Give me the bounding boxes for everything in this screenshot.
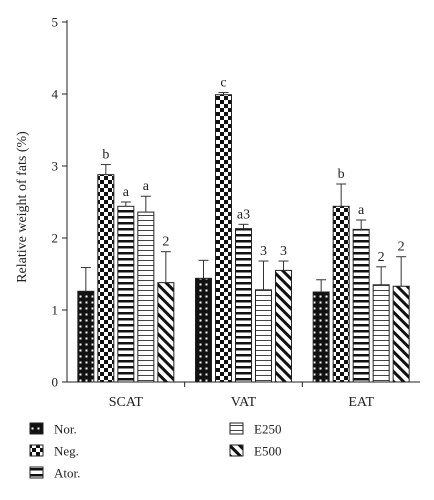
y-tick-label: 0 <box>52 375 59 390</box>
significance-label: a <box>358 203 365 218</box>
bar <box>255 289 272 383</box>
bar <box>275 269 292 383</box>
y-tick-label: 5 <box>52 15 59 30</box>
bar <box>97 174 115 383</box>
x-tick-label: EAT <box>348 395 374 410</box>
legend-label: Nor. <box>54 422 77 437</box>
significance-label: b <box>102 148 109 163</box>
significance-label: 3 <box>280 244 287 259</box>
significance-label: 2 <box>398 240 405 255</box>
significance-label: b <box>338 167 345 182</box>
y-axis-label: Relative weight of fats (%) <box>15 131 30 283</box>
bar <box>195 277 212 383</box>
bar <box>117 205 135 383</box>
legend: Nor. Neg. Ator. E250 E500 <box>29 422 281 481</box>
bar <box>392 285 410 383</box>
bar <box>312 291 330 383</box>
bar <box>235 228 252 383</box>
legend-swatch <box>29 422 44 435</box>
significance-label: a <box>123 185 130 200</box>
legend-swatch <box>29 444 44 457</box>
significance-label: a <box>143 179 150 194</box>
bar <box>157 282 175 383</box>
y-tick-label: 4 <box>52 87 59 102</box>
bar <box>332 205 350 383</box>
x-tick-label: SCAT <box>109 395 144 410</box>
legend-label: E500 <box>254 444 281 459</box>
bar <box>372 284 390 383</box>
legend-label: E250 <box>254 422 281 437</box>
axes: 0 1 2 3 4 5 Relative weight of fats (%) SCAT VAT… <box>15 15 420 410</box>
significance-label: a3 <box>237 207 250 222</box>
y-tick-label: 1 <box>52 303 59 318</box>
y-tick-label: 2 <box>52 231 59 246</box>
legend-swatch <box>229 422 244 435</box>
x-tick-label: VAT <box>231 395 257 410</box>
bar <box>215 94 232 383</box>
significance-label: 2 <box>378 250 385 265</box>
legend-swatch <box>29 466 44 479</box>
significance-label: 3 <box>260 244 267 259</box>
bar <box>352 228 370 383</box>
significance-label: c <box>220 76 226 91</box>
y-tick-label: 3 <box>52 159 59 174</box>
significance-label: 2 <box>162 235 169 250</box>
legend-swatch <box>229 444 244 457</box>
legend-label: Neg. <box>54 444 79 459</box>
bar <box>77 290 95 383</box>
legend-label: Ator. <box>54 466 80 481</box>
bar <box>137 211 155 383</box>
